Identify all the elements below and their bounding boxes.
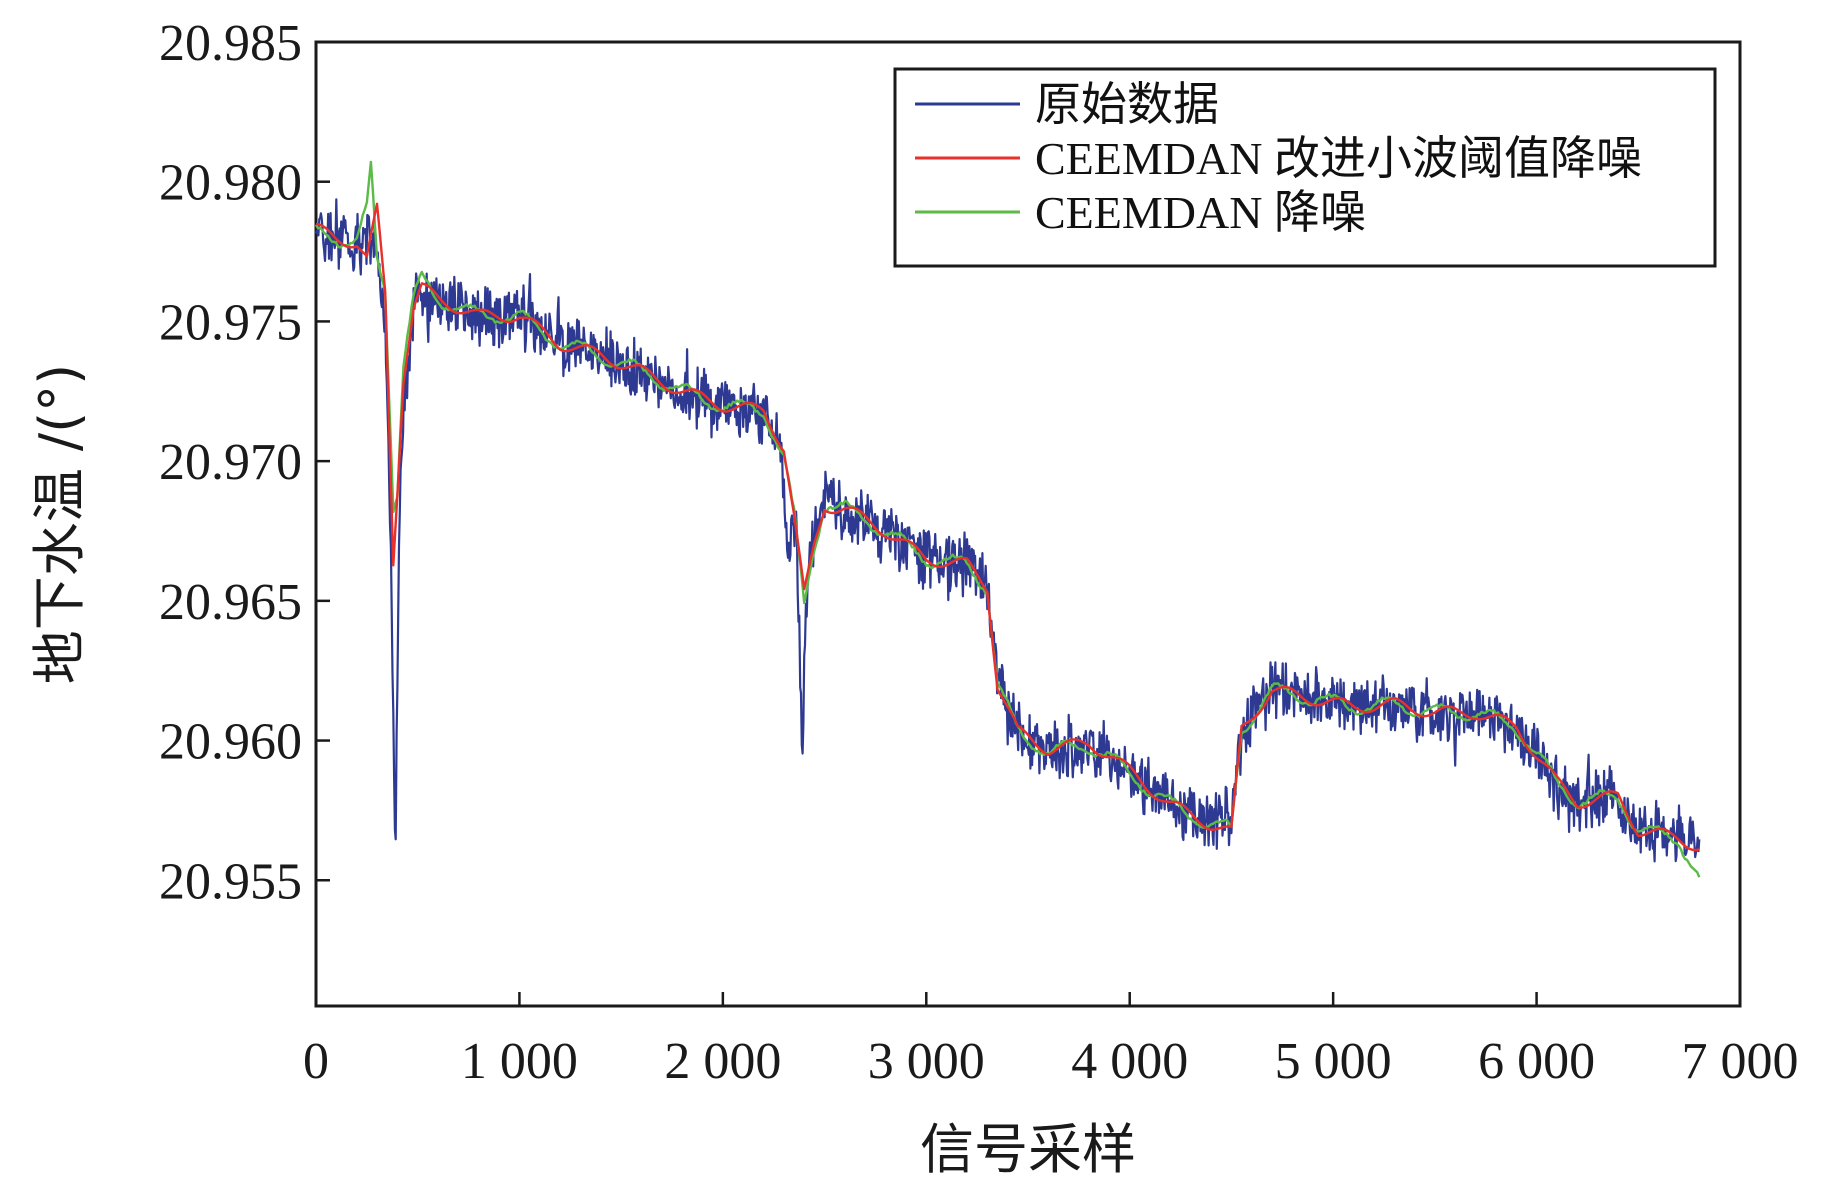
y-axis-title: 地下水温 /(°) xyxy=(28,364,91,685)
legend-label: CEEMDAN 改进小波阈值降噪 xyxy=(1035,133,1642,184)
y-tick-label: 20.985 xyxy=(159,15,302,72)
x-tick-label: 0 xyxy=(303,1033,329,1090)
series-line xyxy=(315,202,1700,852)
x-tick-label: 6 000 xyxy=(1478,1033,1595,1090)
x-axis-title: 信号采样 xyxy=(920,1118,1136,1181)
series-line xyxy=(314,160,1701,878)
y-tick-label: 20.965 xyxy=(159,574,302,631)
axis-ticks: 0 1 000 2 000 3 000 4 000 5 000 6 000 7 000 20.9… xyxy=(159,15,1799,1090)
x-tick-label: 1 000 xyxy=(461,1033,578,1090)
series-line xyxy=(314,198,1701,863)
x-tick-label: 2 000 xyxy=(664,1033,781,1090)
y-tick-label: 20.975 xyxy=(159,294,302,351)
y-tick-label: 20.960 xyxy=(159,714,302,771)
y-tick-label: 20.955 xyxy=(159,853,302,910)
x-tick-label: 4 000 xyxy=(1071,1033,1188,1090)
legend-box xyxy=(893,67,1717,268)
x-tick-label: 3 000 xyxy=(868,1033,985,1090)
legend-label: 原始数据 xyxy=(1035,79,1219,130)
x-tick-label: 5 000 xyxy=(1275,1033,1392,1090)
y-tick-label: 20.980 xyxy=(159,155,302,212)
y-tick-label: 20.970 xyxy=(159,434,302,491)
legend-label: CEEMDAN 降噪 xyxy=(1035,187,1366,238)
series-lines xyxy=(314,160,1701,878)
x-tick-label: 7 000 xyxy=(1682,1033,1799,1090)
